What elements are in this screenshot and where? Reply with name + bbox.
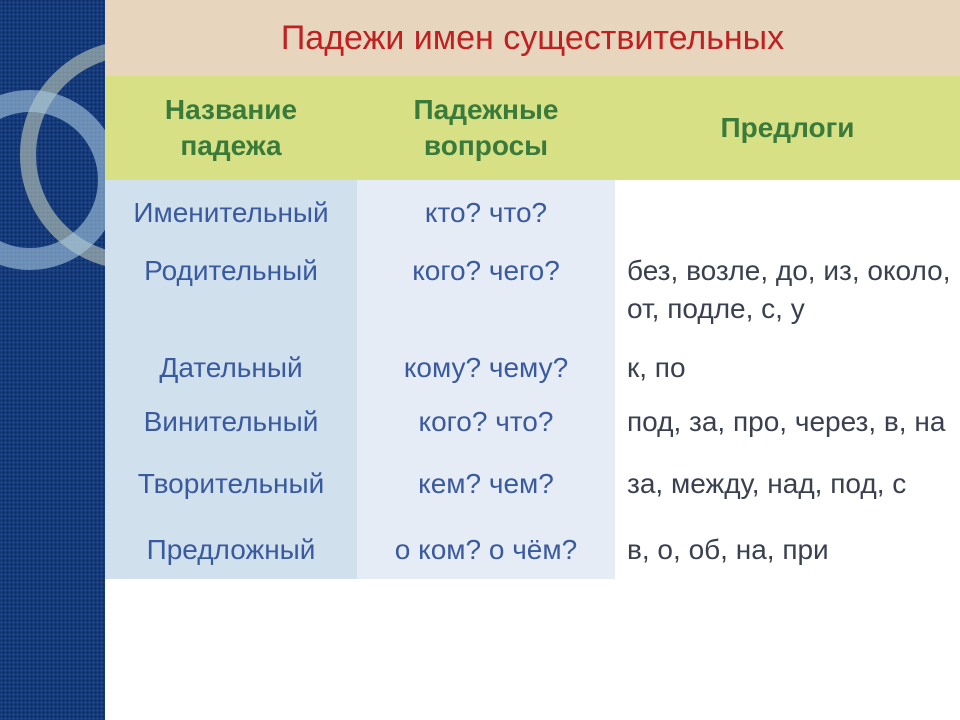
case-name-cell: Родительный bbox=[105, 242, 357, 342]
case-prepositions-cell: за, между, над, под, с bbox=[615, 451, 960, 521]
table-row: Родительный кого? чего? без, возле, до, … bbox=[105, 242, 960, 342]
case-name-cell: Именительный bbox=[105, 180, 357, 242]
table-row: Творительный кем? чем? за, между, над, п… bbox=[105, 451, 960, 521]
case-name-cell: Творительный bbox=[105, 451, 357, 521]
table-row: Предложный о ком? о чём? в, о, об, на, п… bbox=[105, 521, 960, 579]
header-case-questions: Падежныевопросы bbox=[357, 76, 615, 180]
case-question-cell: кого? чего? bbox=[357, 242, 615, 342]
table-row: Дательный кому? чему? к, по bbox=[105, 341, 960, 395]
table-title: Падежи имен существительных bbox=[105, 0, 960, 76]
case-name-cell: Предложный bbox=[105, 521, 357, 579]
header-prepositions: Предлоги bbox=[615, 76, 960, 180]
table-body: Именительный кто? что? Родительный кого?… bbox=[105, 180, 960, 579]
header-case-name: Названиепадежа bbox=[105, 76, 357, 180]
table-row: Именительный кто? что? bbox=[105, 180, 960, 242]
case-prepositions-cell bbox=[615, 180, 960, 242]
case-question-cell: о ком? о чём? bbox=[357, 521, 615, 579]
case-question-cell: кому? чему? bbox=[357, 341, 615, 395]
case-question-cell: кого? что? bbox=[357, 395, 615, 451]
case-name-cell: Винительный bbox=[105, 395, 357, 451]
case-prepositions-cell: без, возле, до, из, около, от, подле, с,… bbox=[615, 242, 960, 342]
case-prepositions-cell: под, за, про, через, в, на bbox=[615, 395, 960, 451]
table-row: Винительный кого? что? под, за, про, чер… bbox=[105, 395, 960, 451]
case-question-cell: кем? чем? bbox=[357, 451, 615, 521]
case-name-cell: Дательный bbox=[105, 341, 357, 395]
case-prepositions-cell: к, по bbox=[615, 341, 960, 395]
table-container: Падежи имен существительных Названиепаде… bbox=[105, 0, 960, 720]
table-header-row: Названиепадежа Падежныевопросы Предлоги bbox=[105, 76, 960, 180]
case-question-cell: кто? что? bbox=[357, 180, 615, 242]
case-prepositions-cell: в, о, об, на, при bbox=[615, 521, 960, 579]
